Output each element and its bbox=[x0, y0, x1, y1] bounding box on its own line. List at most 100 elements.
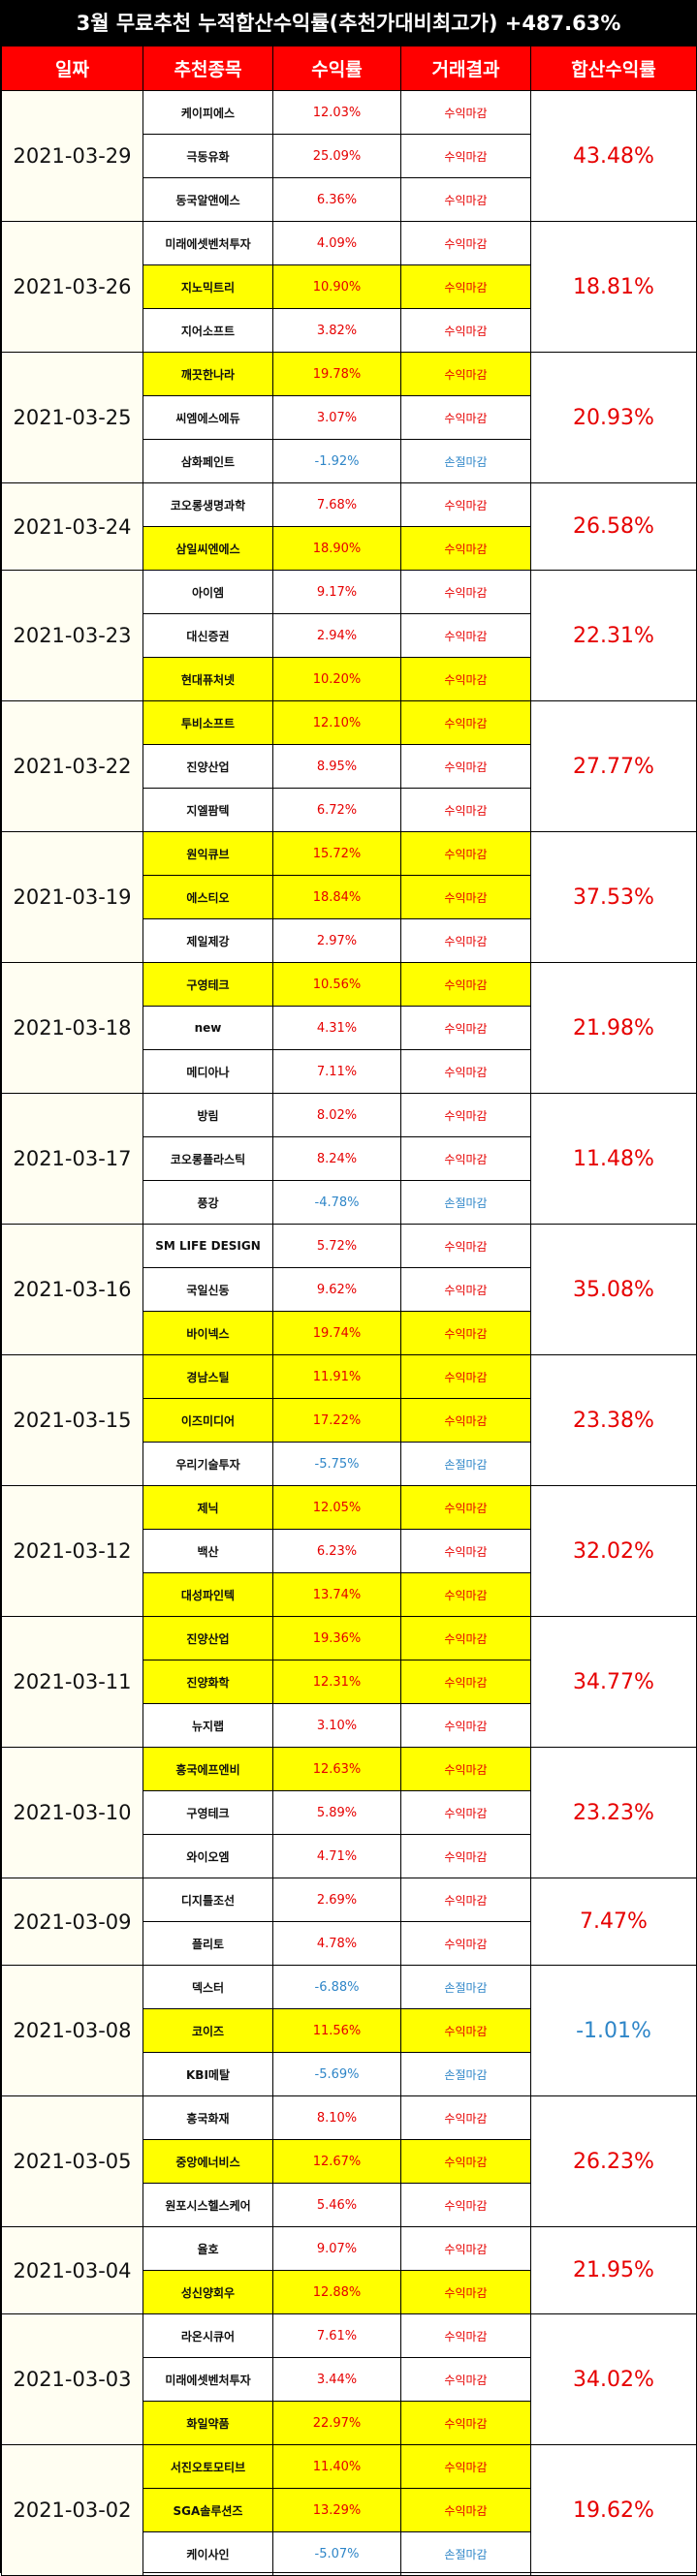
table-row: 백산 6.23% 수익마감 bbox=[2, 1529, 697, 1573]
return-value: -6.88% bbox=[272, 1965, 401, 2009]
stock-name: 미래에셋벤처투자 bbox=[143, 221, 273, 265]
return-value: 7.68% bbox=[272, 482, 401, 527]
stock-name: 원익큐브 bbox=[143, 831, 273, 876]
table-row: 극동유화 25.09% 수익마감 bbox=[2, 134, 697, 178]
trade-result: 수익마감 bbox=[400, 657, 531, 701]
trade-result: 수익마감 bbox=[400, 1136, 531, 1181]
table-row: new 4.31% 수익마감 bbox=[2, 1006, 697, 1050]
stock-name: 풍강 bbox=[143, 1180, 273, 1225]
date-cell: 2021-03-16 bbox=[1, 1224, 143, 1355]
return-value: 6.72% bbox=[272, 788, 401, 832]
trade-result: 수익마감 bbox=[400, 1660, 531, 1704]
return-value: -5.75% bbox=[272, 1442, 401, 1486]
date-cell: 2021-03-25 bbox=[1, 352, 143, 483]
return-value: 9.17% bbox=[272, 570, 401, 614]
trade-result: 수익마감 bbox=[400, 1311, 531, 1355]
table-row: 2021-03-08 덱스터 -6.88% 손절마감 -1.01% bbox=[1, 1965, 697, 2096]
stock-name: 덱스터 bbox=[143, 1965, 273, 2009]
stock-name: 지노믹트리 bbox=[143, 264, 273, 309]
total-return: 11.48% bbox=[530, 1093, 697, 1225]
header-result: 거래결과 bbox=[400, 46, 531, 91]
stock-name: 이즈미디어 bbox=[143, 1398, 273, 1443]
trade-result: 수익마감 bbox=[400, 570, 531, 614]
trade-result: 수익마감 bbox=[400, 1572, 531, 1617]
stock-name: 중앙에너비스 bbox=[143, 2139, 273, 2184]
stock-name: 코이즈 bbox=[143, 2008, 273, 2053]
table-row: 현대퓨처넷 10.20% 수익마감 bbox=[2, 657, 697, 701]
stock-name: 동국알앤에스 bbox=[143, 177, 273, 222]
stock-name: 케이사인 bbox=[143, 2531, 273, 2576]
date-cell: 2021-03-12 bbox=[1, 1485, 143, 1617]
total-return: 26.23% bbox=[530, 2095, 697, 2227]
total-return: 27.77% bbox=[530, 700, 697, 832]
return-value: 3.82% bbox=[272, 308, 401, 353]
return-value: 3.44% bbox=[272, 2357, 401, 2402]
trade-result: 수익마감 bbox=[400, 1398, 531, 1443]
stock-name: 화일약품 bbox=[143, 2401, 273, 2445]
date-cell: 2021-03-04 bbox=[1, 2226, 143, 2314]
trade-result: 수익마감 bbox=[400, 2095, 531, 2140]
total-return: 23.23% bbox=[530, 1747, 697, 1878]
date-cell: 2021-03-23 bbox=[1, 570, 143, 701]
return-value: 19.74% bbox=[272, 1311, 401, 1355]
date-cell: 2021-03-08 bbox=[1, 1965, 143, 2096]
table-row: 코오롱플라스틱 8.24% 수익마감 bbox=[2, 1136, 697, 1181]
table-row: 진양산업 8.95% 수익마감 bbox=[2, 744, 697, 789]
stock-name: 구영테크 bbox=[143, 1790, 273, 1835]
return-value: 18.84% bbox=[272, 875, 401, 919]
stock-name: 흥국화재 bbox=[143, 2095, 273, 2140]
table-row: KBI메탈 -5.69% 손절마감 bbox=[2, 2052, 697, 2096]
trade-result: 수익마감 bbox=[400, 788, 531, 832]
table-row: 2021-03-05 흥국화재 8.10% 수익마감 26.23% bbox=[1, 2095, 697, 2227]
trade-result: 수익마감 bbox=[400, 1878, 531, 1922]
return-value: 12.03% bbox=[272, 90, 401, 135]
trade-result: 수익마감 bbox=[400, 352, 531, 396]
return-value: 4.78% bbox=[272, 1921, 401, 1966]
stock-name: 서진오토모티브 bbox=[143, 2444, 273, 2489]
table-row: 우리기술투자 -5.75% 손절마감 bbox=[2, 1442, 697, 1486]
return-value: 13.74% bbox=[272, 1572, 401, 1617]
table-row: 지노믹트리 10.90% 수익마감 bbox=[2, 264, 697, 309]
trade-result: 수익마감 bbox=[400, 2008, 531, 2053]
stock-name: 성신양회우 bbox=[143, 2270, 273, 2314]
stock-name: SM LIFE DESIGN bbox=[143, 1224, 273, 1268]
return-value: 19.78% bbox=[272, 352, 401, 396]
return-value: 6.23% bbox=[272, 1529, 401, 1573]
table-row: 풍강 -4.78% 손절마감 bbox=[2, 1180, 697, 1225]
return-value: 8.24% bbox=[272, 1136, 401, 1181]
table-row: 화일약품 22.97% 수익마감 bbox=[2, 2401, 697, 2445]
return-value: 10.56% bbox=[272, 962, 401, 1007]
table-row: 2021-03-02 서진오토모티브 11.40% 수익마감 19.62% bbox=[1, 2444, 697, 2576]
stock-name: 제일제강 bbox=[143, 918, 273, 963]
return-value: 13.29% bbox=[272, 2488, 401, 2532]
trade-result: 수익마감 bbox=[400, 1049, 531, 1094]
trade-result: 수익마감 bbox=[400, 2139, 531, 2184]
table-row: 대성파인텍 13.74% 수익마감 bbox=[2, 1572, 697, 1617]
stock-name: 극동유화 bbox=[143, 134, 273, 178]
table-row: 삼화페인트 -1.92% 손절마감 bbox=[2, 439, 697, 483]
date-cell: 2021-03-17 bbox=[1, 1093, 143, 1225]
return-value: 9.07% bbox=[272, 2226, 401, 2271]
total-return: 35.08% bbox=[530, 1224, 697, 1355]
header-return: 수익률 bbox=[272, 46, 401, 91]
trade-result: 수익마감 bbox=[400, 1529, 531, 1573]
trade-result: 수익마감 bbox=[400, 962, 531, 1007]
trade-result: 수익마감 bbox=[400, 90, 531, 135]
return-value: 3.10% bbox=[272, 1703, 401, 1748]
table-row: 2021-03-15 경남스틸 11.91% 수익마감 23.38% bbox=[1, 1354, 697, 1486]
table-row: 진양화학 12.31% 수익마감 bbox=[2, 1660, 697, 1704]
trade-result: 손절마감 bbox=[400, 1180, 531, 1225]
trade-result: 수익마감 bbox=[400, 482, 531, 527]
return-value: 10.90% bbox=[272, 264, 401, 309]
trade-result: 수익마감 bbox=[400, 134, 531, 178]
date-cell: 2021-03-18 bbox=[1, 962, 143, 1094]
trade-result: 수익마감 bbox=[400, 1790, 531, 1835]
return-value: 5.89% bbox=[272, 1790, 401, 1835]
return-value: 4.09% bbox=[272, 221, 401, 265]
table-row: 2021-03-16 SM LIFE DESIGN 5.72% 수익마감 35.08% bbox=[1, 1224, 697, 1355]
table-row: 지어소프트 3.82% 수익마감 bbox=[2, 308, 697, 353]
results-table: 일짜 추천종목 수익률 거래결과 합산수익률 2021-03-29 케이피에스 12… bbox=[1, 46, 697, 2576]
table-row: 2021-03-19 원익큐브 15.72% 수익마감 37.53% bbox=[1, 831, 697, 963]
return-value: 6.36% bbox=[272, 177, 401, 222]
return-value: 25.09% bbox=[272, 134, 401, 178]
